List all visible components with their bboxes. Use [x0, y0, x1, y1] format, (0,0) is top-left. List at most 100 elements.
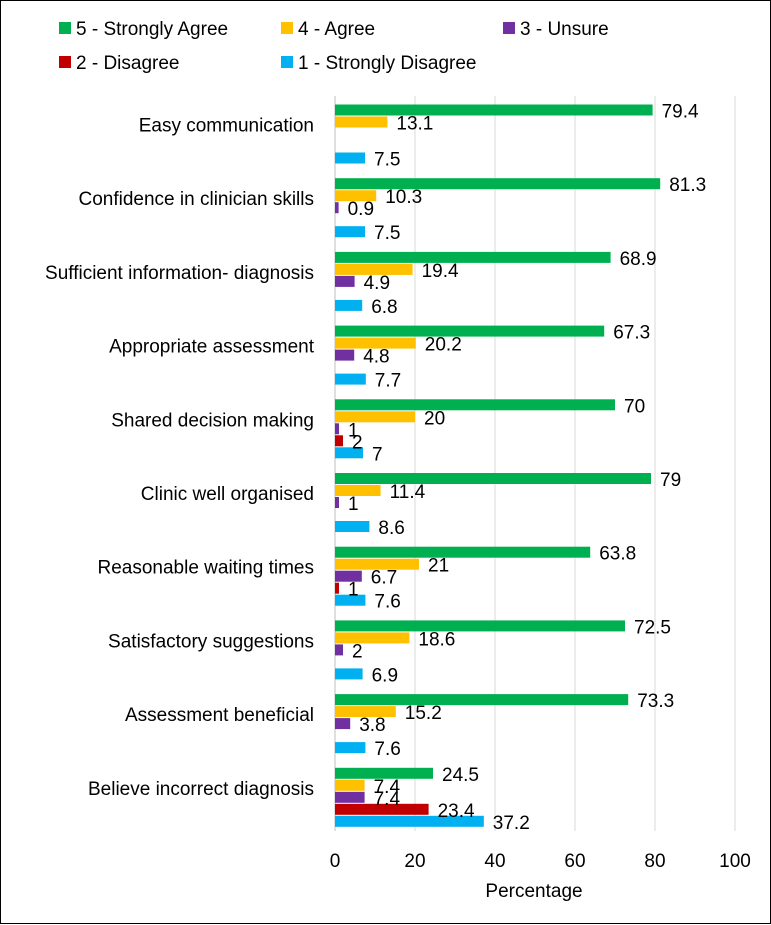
value-label-5-strongly-agree-sufficient-information-diagnosis: 68.9 — [620, 249, 657, 270]
bar-1-strongly-disagree-assessment-beneficial — [335, 742, 366, 754]
bar-1-strongly-disagree-clinic-well-organised — [335, 521, 370, 532]
legend-swatch-5-strongly-agree — [59, 22, 71, 34]
value-label-5-strongly-agree-believe-incorrect-diagnosis: 24.5 — [442, 765, 479, 786]
value-label-3-unsure-shared-decision-making: 1 — [348, 420, 359, 441]
value-label-4-agree-satisfactory-suggestions: 18.6 — [418, 629, 455, 650]
value-label-1-strongly-disagree-believe-incorrect-diagnosis: 37.2 — [493, 813, 530, 834]
value-label-1-strongly-disagree-sufficient-information-diagnosis: 6.8 — [371, 297, 397, 318]
category-label-shared-decision-making: Shared decision making — [111, 410, 314, 431]
bar-4-agree-believe-incorrect-diagnosis — [335, 779, 365, 791]
value-label-4-agree-sufficient-information-diagnosis: 19.4 — [422, 261, 459, 282]
value-label-5-strongly-agree-easy-communication: 79.4 — [662, 102, 699, 123]
category-label-sufficient-information-diagnosis: Sufficient information- diagnosis — [45, 263, 314, 284]
bar-1-strongly-disagree-appropriate-assessment — [335, 373, 366, 385]
bar-5-strongly-agree-appropriate-assessment — [335, 325, 605, 337]
bar-3-unsure-believe-incorrect-diagnosis — [335, 791, 365, 803]
value-label-2-disagree-shared-decision-making: 2 — [352, 432, 363, 453]
value-label-3-unsure-reasonable-waiting-times: 6.7 — [371, 568, 397, 589]
bar-4-agree-reasonable-waiting-times — [335, 558, 419, 570]
legend-label-3-unsure: 3 - Unsure — [520, 19, 609, 40]
value-label-1-strongly-disagree-appropriate-assessment: 7.7 — [375, 371, 401, 392]
value-label-1-strongly-disagree-reasonable-waiting-times: 7.6 — [374, 592, 400, 613]
bar-3-unsure-sufficient-information-diagnosis — [335, 275, 355, 287]
bar-5-strongly-agree-assessment-beneficial — [335, 694, 629, 706]
value-label-4-agree-assessment-beneficial: 15.2 — [405, 703, 442, 724]
category-label-satisfactory-suggestions: Satisfactory suggestions — [108, 631, 314, 652]
bar-5-strongly-agree-clinic-well-organised — [335, 473, 651, 484]
value-label-5-strongly-agree-appropriate-assessment: 67.3 — [613, 323, 650, 344]
bar-3-unsure-clinic-well-organised — [335, 497, 339, 508]
category-label-clinic-well-organised: Clinic well organised — [141, 484, 314, 505]
bar-5-strongly-agree-easy-communication — [335, 104, 653, 116]
legend-label-5-strongly-agree: 5 - Strongly Agree — [76, 19, 228, 40]
value-label-4-agree-easy-communication: 13.1 — [396, 114, 433, 135]
bar-3-unsure-reasonable-waiting-times — [335, 570, 362, 582]
category-label-reasonable-waiting-times: Reasonable waiting times — [97, 558, 314, 579]
legend-label-1-strongly-disagree: 1 - Strongly Disagree — [298, 53, 476, 74]
category-label-appropriate-assessment: Appropriate assessment — [109, 337, 315, 358]
value-label-5-strongly-agree-shared-decision-making: 70 — [624, 396, 645, 417]
bar-3-unsure-shared-decision-making — [335, 423, 339, 435]
value-label-1-strongly-disagree-confidence-in-clinician-skills: 7.5 — [374, 223, 400, 244]
value-label-5-strongly-agree-confidence-in-clinician-skills: 81.3 — [669, 175, 706, 196]
legend-label-4-agree: 4 - Agree — [298, 19, 375, 40]
value-label-5-strongly-agree-satisfactory-suggestions: 72.5 — [634, 617, 671, 638]
bar-5-strongly-agree-satisfactory-suggestions — [335, 620, 625, 632]
category-labels: Easy communication Confidence in clinicia… — [45, 116, 315, 800]
x-tick-label-60: 60 — [564, 851, 585, 872]
value-label-1-strongly-disagree-clinic-well-organised: 8.6 — [378, 518, 404, 539]
bar-1-strongly-disagree-confidence-in-clinician-skills — [335, 226, 365, 238]
bar-1-strongly-disagree-easy-communication — [335, 152, 365, 164]
bar-4-agree-easy-communication — [335, 116, 388, 128]
x-tick-labels: 0 20 40 60 80 100 — [330, 851, 751, 872]
bar-5-strongly-agree-confidence-in-clinician-skills — [335, 178, 661, 190]
value-label-3-unsure-appropriate-assessment: 4.8 — [363, 347, 389, 368]
value-label-5-strongly-agree-assessment-beneficial: 73.3 — [637, 691, 674, 712]
bar-1-strongly-disagree-believe-incorrect-diagnosis — [335, 815, 484, 827]
value-label-3-unsure-sufficient-information-diagnosis: 4.9 — [364, 273, 390, 294]
value-labels: 79.413.17.581.310.30.97.568.919.44.96.86… — [348, 102, 707, 834]
legend-swatch-2-disagree — [59, 56, 71, 68]
value-label-2-disagree-reasonable-waiting-times: 1 — [348, 580, 359, 601]
value-label-4-agree-reasonable-waiting-times: 21 — [428, 556, 449, 577]
bar-2-disagree-believe-incorrect-diagnosis — [335, 803, 429, 815]
value-label-1-strongly-disagree-assessment-beneficial: 7.6 — [374, 739, 400, 760]
value-label-3-unsure-clinic-well-organised: 1 — [348, 494, 359, 515]
bar-5-strongly-agree-sufficient-information-diagnosis — [335, 251, 611, 263]
category-label-easy-communication: Easy communication — [139, 116, 314, 137]
x-tick-label-20: 20 — [404, 851, 425, 872]
bar-2-disagree-reasonable-waiting-times — [335, 582, 339, 594]
bar-4-agree-assessment-beneficial — [335, 706, 396, 718]
bar-1-strongly-disagree-shared-decision-making — [335, 447, 363, 459]
value-label-3-unsure-satisfactory-suggestions: 2 — [352, 641, 363, 662]
bar-4-agree-satisfactory-suggestions — [335, 632, 410, 644]
bar-2-disagree-shared-decision-making — [335, 435, 343, 447]
bar-4-agree-shared-decision-making — [335, 411, 415, 423]
bar-3-unsure-assessment-beneficial — [335, 718, 351, 730]
x-tick-label-80: 80 — [644, 851, 665, 872]
category-label-assessment-beneficial: Assessment beneficial — [125, 705, 314, 726]
bar-4-agree-clinic-well-organised — [335, 485, 381, 496]
x-axis-title: Percentage — [485, 881, 582, 902]
legend-swatch-4-agree — [281, 22, 293, 34]
x-tick-label-100: 100 — [719, 851, 751, 872]
bar-1-strongly-disagree-sufficient-information-diagnosis — [335, 299, 363, 311]
bars — [335, 104, 661, 827]
bar-4-agree-confidence-in-clinician-skills — [335, 190, 377, 202]
value-label-3-unsure-confidence-in-clinician-skills: 0.9 — [348, 199, 374, 220]
value-label-4-agree-shared-decision-making: 20 — [424, 408, 445, 429]
bar-3-unsure-appropriate-assessment — [335, 349, 355, 361]
value-label-4-agree-appropriate-assessment: 20.2 — [425, 335, 462, 356]
value-label-5-strongly-agree-clinic-well-organised: 79 — [660, 470, 681, 491]
x-tick-label-0: 0 — [330, 851, 341, 872]
legend-swatch-3-unsure — [503, 22, 515, 34]
value-label-5-strongly-agree-reasonable-waiting-times: 63.8 — [599, 544, 636, 565]
category-label-confidence-in-clinician-skills: Confidence in clinician skills — [79, 189, 315, 210]
x-tick-label-40: 40 — [484, 851, 505, 872]
bar-4-agree-appropriate-assessment — [335, 337, 416, 349]
bar-5-strongly-agree-shared-decision-making — [335, 399, 615, 411]
value-label-3-unsure-assessment-beneficial: 3.8 — [359, 715, 385, 736]
bar-1-strongly-disagree-satisfactory-suggestions — [335, 668, 363, 680]
